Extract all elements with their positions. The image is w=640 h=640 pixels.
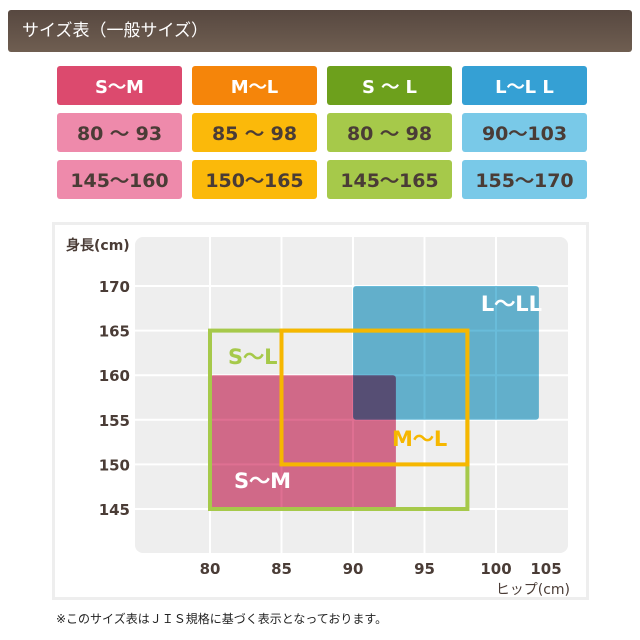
- series-label: S～L: [228, 345, 278, 369]
- size-table-height-cell: 145～160: [57, 160, 182, 199]
- y-tick-label: 150: [99, 456, 130, 474]
- x-tick-label: 95: [414, 560, 435, 578]
- size-table-size-cell: L～L L: [462, 66, 587, 105]
- series-label: L～LL: [481, 292, 542, 316]
- range-rect: [353, 286, 539, 420]
- size-table-hip-cell: 80 ～ 93: [57, 113, 182, 152]
- y-tick-label: 160: [99, 367, 130, 385]
- range-rect: [210, 375, 396, 509]
- size-table-height-cell: 150～165: [192, 160, 317, 199]
- x-tick-label: 100: [480, 560, 511, 578]
- series-label: S～M: [234, 469, 291, 493]
- size-table-hip-cell: 90～103: [462, 113, 587, 152]
- size-table-height-cell: 145～165: [327, 160, 452, 199]
- size-table-size-cell: M～L: [192, 66, 317, 105]
- y-tick-label: 170: [99, 278, 130, 296]
- page-title: サイズ表（一般サイズ）: [8, 10, 632, 52]
- y-tick-label: 165: [99, 323, 130, 341]
- footnote: ※このサイズ表はＪＩＳ規格に基づく表示となっております。: [56, 612, 388, 626]
- size-table-height-cell: 155～170: [462, 160, 587, 199]
- x-axis-label: ヒップ(cm): [496, 582, 570, 598]
- y-axis-label: 身長(cm): [66, 237, 130, 254]
- chart-frame: [52, 222, 589, 600]
- y-tick-label: 145: [99, 501, 130, 519]
- y-tick-label: 155: [99, 412, 130, 430]
- x-tick-label: 105: [530, 560, 561, 578]
- x-tick-label: 90: [343, 560, 364, 578]
- series-label: M～L: [392, 427, 447, 451]
- size-table-hip-cell: 80 ～ 98: [327, 113, 452, 152]
- size-table-hip-cell: 85 ～ 98: [192, 113, 317, 152]
- size-table-size-cell: S～M: [57, 66, 182, 105]
- x-tick-label: 80: [200, 560, 221, 578]
- range-outline: [279, 328, 470, 467]
- size-table-size-cell: S ～ L: [327, 66, 452, 105]
- x-tick-label: 85: [271, 560, 292, 578]
